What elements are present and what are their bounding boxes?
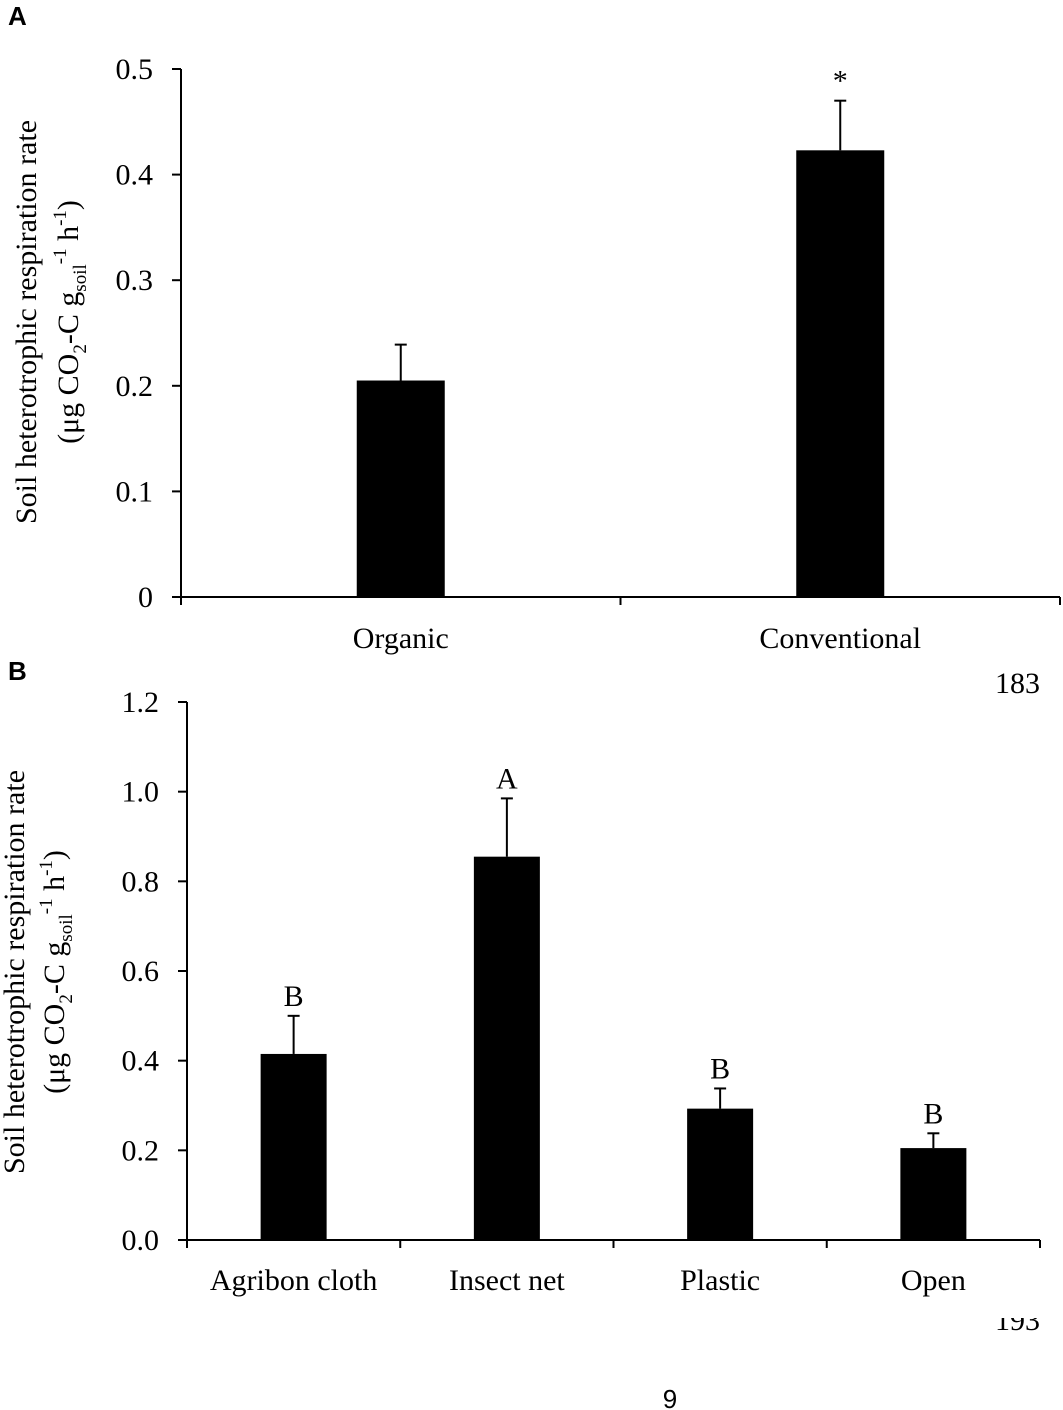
line-number-top-mask [960,694,1063,718]
panel-a-label: A [8,1,27,31]
panel-b-bar-annotation: B [923,1097,943,1130]
panel-b-bar-annotation: B [710,1052,730,1085]
panel-a: A Soil heterotrophic respiration rate (μ… [8,1,1061,655]
panel-a-y-tick-label: 0.5 [116,53,154,86]
panel-a-y-tick-label: 0.3 [116,264,154,297]
panel-a-bar [356,380,445,597]
panel-a-ylabel-line2: (μg CO2-C gsoil-1 h-1) [50,200,91,444]
panel-b-label: B [8,656,27,686]
panel-b-y-tick-label: 0.4 [122,1045,160,1078]
panel-a-ylabel-line1: Soil heterotrophic respiration rate [10,120,43,524]
panel-b-y-tick-label: 0.8 [122,865,160,898]
panel-a-y-tick-label: 0.1 [116,475,154,508]
page-number: 9 [663,1384,677,1410]
line-number-bottom-mask [960,1296,1063,1318]
panel-a-plot: 0 0.1 0.2 0.3 0.4 0.5 Organic * Conventional [116,53,1061,655]
panel-b-y-tick-label: 0.6 [122,955,160,988]
panel-b-y-tick-label: 0.0 [122,1224,160,1257]
panel-b-category-label: Plastic [680,1264,760,1297]
panel-a-category-label: Organic [353,622,449,655]
panel-b-plot: 0.0 0.2 0.4 0.6 0.8 1.0 1.2 B Agribon cloth A Inse… [122,686,1041,1297]
panel-b-y-tick-label: 0.2 [122,1134,160,1167]
panel-b-bar [473,856,540,1240]
panel-b-y-tick-label: 1.2 [122,686,160,719]
panel-b-category-label: Insect net [449,1264,565,1297]
panel-b-bar [900,1148,967,1240]
panel-a-y-tick-label: 0.4 [116,159,154,192]
panel-a-y-tick-label: 0.2 [116,370,154,403]
panel-b-bar [260,1053,327,1240]
panel-a-y-tick-label: 0 [138,581,153,614]
panel-b-ylabel-line2: (μg CO2-C gsoil-1 h-1) [36,850,77,1094]
panel-a-bar [796,150,885,597]
panel-b-y-tick-label: 1.0 [122,776,160,809]
panel-b-category-label: Agribon cloth [210,1264,377,1297]
panel-a-category-label: Conventional [759,622,921,655]
panel-b-category-label: Open [901,1264,966,1297]
panel-b-ylabel-line1: Soil heterotrophic respiration rate [0,770,31,1174]
panel-b: B Soil heterotrophic respiration rate (μ… [0,656,1041,1297]
panel-a-bar-annotation: * [833,65,848,98]
panel-b-bar [687,1108,754,1240]
panel-b-bar-annotation: B [284,980,304,1013]
panel-b-bar-annotation: A [496,762,518,795]
